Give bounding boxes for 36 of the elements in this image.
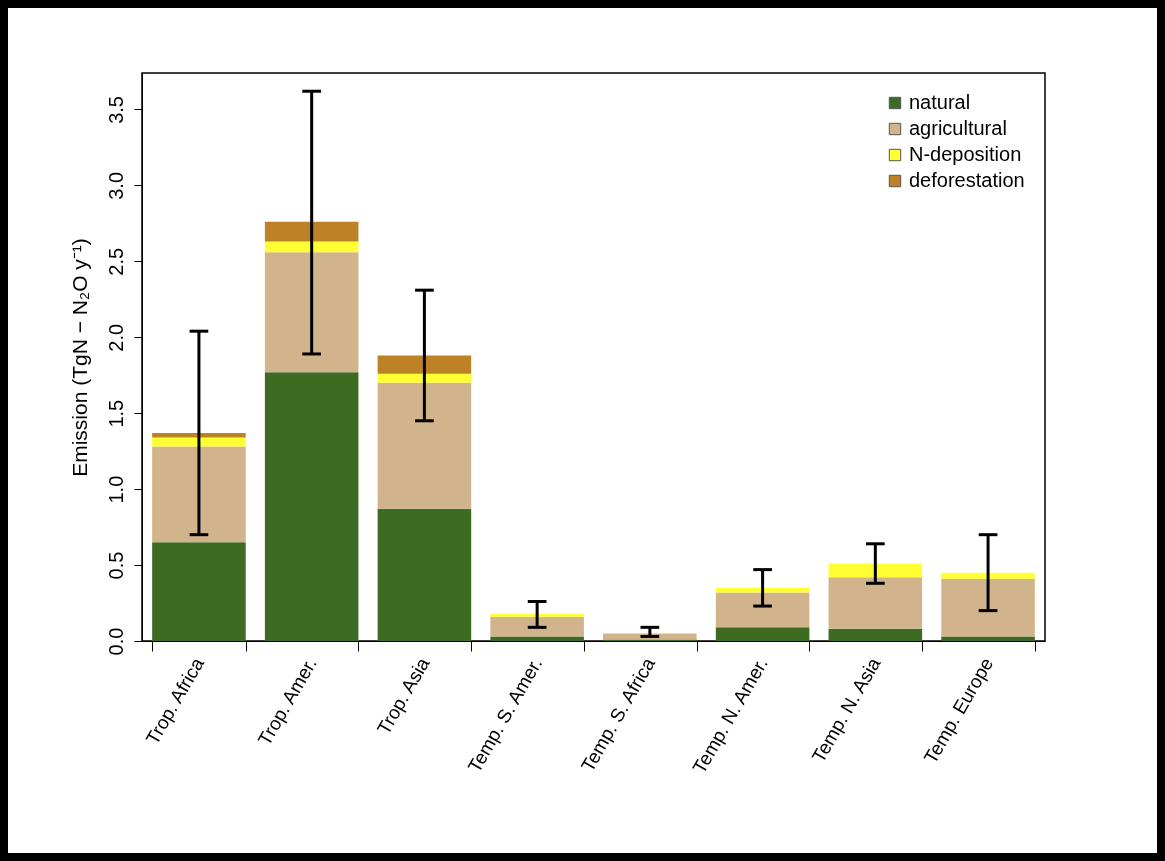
y-tick-label: 3.5 xyxy=(104,96,127,124)
bar xyxy=(264,372,359,641)
bar xyxy=(490,613,584,617)
bar xyxy=(264,221,359,242)
bar xyxy=(490,636,584,641)
legend-label: natural xyxy=(909,91,971,113)
y-axis-title: Emission (TgN − N₂O y⁻¹) xyxy=(67,238,91,477)
bar xyxy=(152,446,246,543)
legend-label: agricultural xyxy=(909,117,1007,139)
bar xyxy=(941,578,1035,637)
bar xyxy=(490,616,584,637)
y-tick-label: 0.0 xyxy=(104,627,127,656)
bar xyxy=(377,508,472,641)
bar xyxy=(264,252,359,373)
y-tick-label: 1.5 xyxy=(104,399,127,428)
bar xyxy=(828,628,923,641)
bar xyxy=(377,373,472,383)
y-tick-label: 1.0 xyxy=(104,475,127,504)
y-tick-label: 0.5 xyxy=(104,551,127,580)
bar xyxy=(715,627,810,641)
bar xyxy=(264,241,359,253)
legend-label: deforestation xyxy=(909,169,1025,191)
bar xyxy=(715,592,810,628)
legend-label: N-deposition xyxy=(909,143,1022,165)
y-tick-label: 3.0 xyxy=(104,171,127,200)
bar xyxy=(941,636,1035,641)
bar xyxy=(828,563,923,578)
y-tick-label: 2.5 xyxy=(104,247,127,276)
bar xyxy=(377,382,472,509)
bar xyxy=(941,572,1035,579)
bar xyxy=(152,542,246,641)
y-tick-label: 2.0 xyxy=(104,323,127,352)
bar xyxy=(828,577,923,629)
bar xyxy=(377,355,472,374)
bar xyxy=(603,633,697,640)
bar xyxy=(152,437,246,447)
